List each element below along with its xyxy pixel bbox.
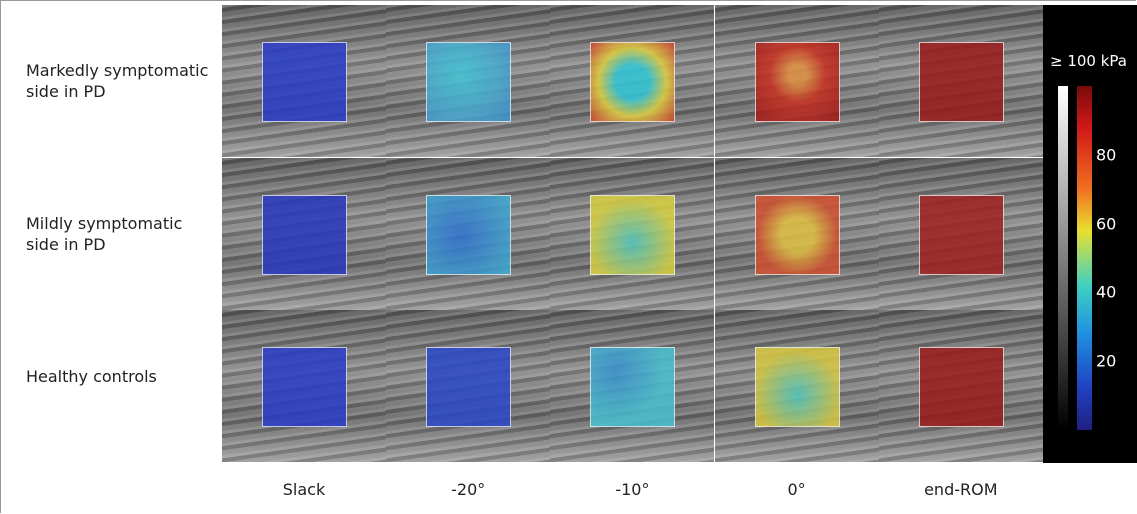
ultrasound-image bbox=[550, 310, 715, 463]
elastography-roi bbox=[262, 42, 347, 122]
elastography-roi bbox=[918, 42, 1004, 122]
colorbar-tick-label: 80 bbox=[1096, 145, 1117, 165]
colorbar-tick-label: 40 bbox=[1096, 282, 1117, 302]
ultrasound-image bbox=[550, 157, 715, 310]
elastography-roi bbox=[918, 347, 1004, 428]
elastography-roi bbox=[590, 194, 676, 275]
ultrasound-image bbox=[222, 157, 386, 310]
ultrasound-image bbox=[878, 5, 1043, 157]
row-label: Healthy controls bbox=[26, 366, 157, 386]
row-label: Markedly symptomatic side in PD bbox=[26, 61, 209, 102]
elastography-roi bbox=[754, 194, 840, 275]
elastography-roi bbox=[590, 42, 676, 122]
colorbar-tick-label: 20 bbox=[1096, 351, 1117, 371]
column-label: 0° bbox=[787, 480, 806, 499]
elastography-roi bbox=[426, 347, 512, 428]
elastography-roi bbox=[426, 42, 512, 122]
column-label: end-ROM bbox=[924, 480, 998, 499]
colorbar-label: ≥ 100 kPa bbox=[1050, 52, 1127, 70]
elastography-roi bbox=[426, 194, 512, 275]
elastography-roi bbox=[918, 194, 1004, 275]
ultrasound-image bbox=[714, 157, 879, 310]
column-label: Slack bbox=[282, 480, 326, 499]
elastography-roi bbox=[754, 347, 840, 428]
ultrasound-image bbox=[222, 5, 386, 157]
column-label: -10° bbox=[615, 480, 650, 499]
elastography-roi bbox=[262, 194, 347, 275]
ultrasound-image bbox=[714, 310, 879, 463]
ultrasound-image bbox=[386, 5, 551, 157]
elastography-roi bbox=[262, 347, 347, 428]
elastography-roi bbox=[590, 347, 676, 428]
column-label: -20° bbox=[451, 480, 486, 499]
ultrasound-image bbox=[550, 5, 715, 157]
colorbar-tick-label: 60 bbox=[1096, 214, 1117, 234]
ultrasound-image bbox=[878, 310, 1043, 463]
grayscale-bar bbox=[1058, 86, 1068, 430]
row-label: Mildly symptomatic side in PD bbox=[26, 214, 183, 255]
ultrasound-image bbox=[878, 157, 1043, 310]
ultrasound-image bbox=[714, 5, 879, 157]
elastography-roi bbox=[754, 42, 840, 122]
color-scale-bar bbox=[1077, 86, 1092, 430]
ultrasound-image bbox=[386, 157, 551, 310]
ultrasound-image bbox=[386, 310, 551, 463]
ultrasound-image bbox=[222, 310, 386, 463]
